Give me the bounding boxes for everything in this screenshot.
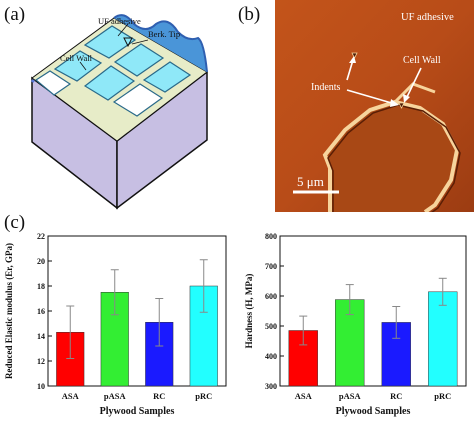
label-cell-wall-b: Cell Wall xyxy=(403,55,441,66)
berkovich-tip-icon xyxy=(123,37,133,48)
label-uf-adhesive: UF adhesive xyxy=(98,16,141,26)
schematic-diagram: UF adhesive Berk. Tip Cell Wall xyxy=(0,0,232,210)
indent-mark xyxy=(351,52,358,59)
hardness-bar-prc xyxy=(428,291,458,387)
hardness-xlabel: Plywood Samples xyxy=(336,406,411,417)
cell-lumen xyxy=(142,61,192,93)
modulus-ylabel: Reduced Elastic modulus (Er, GPa) xyxy=(4,243,14,379)
cell-lumen xyxy=(113,43,165,77)
cell-lumen xyxy=(34,70,72,96)
modulus-ytick-label: 10 xyxy=(37,382,45,391)
panel-a-label: (a) xyxy=(4,4,26,25)
hardness-ytick-label: 500 xyxy=(265,322,277,331)
panel-b-label: (b) xyxy=(238,4,261,25)
elastic-modulus-chart: 10 12 14 16 18 20 22 ASA pASA RC pRC Plywood Sample… xyxy=(0,228,240,424)
hardness-xtick-label: RC xyxy=(390,391,402,401)
modulus-xtick-label: pASA xyxy=(104,391,127,401)
hardness-xtick-label: pRC xyxy=(434,391,451,401)
modulus-xtick-label: RC xyxy=(153,391,165,401)
indent-mark xyxy=(398,102,405,109)
wall-pointer xyxy=(79,61,87,71)
afm-micrograph: 5 μm UF adhesive Indents Cell Wall xyxy=(275,0,474,216)
modulus-ytick-label: 14 xyxy=(37,332,45,341)
arrow-head xyxy=(349,56,356,63)
modulus-ytick-label: 22 xyxy=(37,232,45,241)
label-berk-tip: Berk. Tip xyxy=(148,29,180,39)
modulus-ytick-label: 20 xyxy=(37,257,45,266)
modulus-xtick-label: pRC xyxy=(195,391,212,401)
scale-bar-label: 5 μm xyxy=(297,174,324,189)
modulus-xtick-label: ASA xyxy=(62,391,80,401)
arrow-head xyxy=(390,99,399,107)
modulus-ytick-label: 16 xyxy=(37,307,45,316)
tip-pointer xyxy=(131,39,149,45)
cell-lumen xyxy=(83,65,136,101)
panel-c-label: (c) xyxy=(4,212,26,233)
afm-title: UF adhesive xyxy=(401,12,454,23)
hardness-ylabel: Hardness (H, MPa) xyxy=(244,274,254,349)
indents-arrow-upper xyxy=(346,59,354,81)
indents-arrow-lower xyxy=(346,89,396,105)
modulus-ytick-label: 12 xyxy=(37,357,45,366)
modulus-ytick-label: 18 xyxy=(37,282,45,291)
hardness-xtick-label: ASA xyxy=(295,391,313,401)
hardness-chart: 300 400 500 600 700 800 ASA pASA RC pRC Plywood Sa… xyxy=(240,228,474,424)
arrow-head xyxy=(403,94,410,103)
hardness-xtick-label: pASA xyxy=(339,391,362,401)
modulus-svg: 10 12 14 16 18 20 22 ASA pASA RC pRC Plywood Sample… xyxy=(4,232,227,417)
hardness-ytick-label: 600 xyxy=(265,292,277,301)
label-indents: Indents xyxy=(311,82,341,93)
afm-image: 5 μm UF adhesive Indents Cell Wall xyxy=(275,0,474,216)
cell-wall-shadow xyxy=(327,104,461,216)
adhesive-layer xyxy=(113,14,208,73)
label-cell-wall: Cell Wall xyxy=(60,53,93,63)
modulus-xlabel: Plywood Samples xyxy=(100,406,175,417)
adhesive-pointer xyxy=(117,23,129,37)
cell-lumen xyxy=(112,83,164,117)
cell-wall-ridge xyxy=(322,99,460,214)
cell-lumen xyxy=(83,25,137,59)
cell-wall-arrow xyxy=(405,67,422,100)
hardness-ytick-label: 800 xyxy=(265,232,277,241)
hardness-ytick-label: 300 xyxy=(265,382,277,391)
hardness-ytick-label: 700 xyxy=(265,262,277,271)
hardness-plot-frame xyxy=(279,235,467,387)
cell-structure-illustration: UF adhesive Berk. Tip Cell Wall xyxy=(30,14,208,210)
hardness-svg: 300 400 500 600 700 800 ASA pASA RC pRC Plywood Sa… xyxy=(244,232,467,417)
cell-lumens xyxy=(34,25,192,117)
hardness-ytick-label: 400 xyxy=(265,352,277,361)
cell-lumen xyxy=(53,50,103,82)
